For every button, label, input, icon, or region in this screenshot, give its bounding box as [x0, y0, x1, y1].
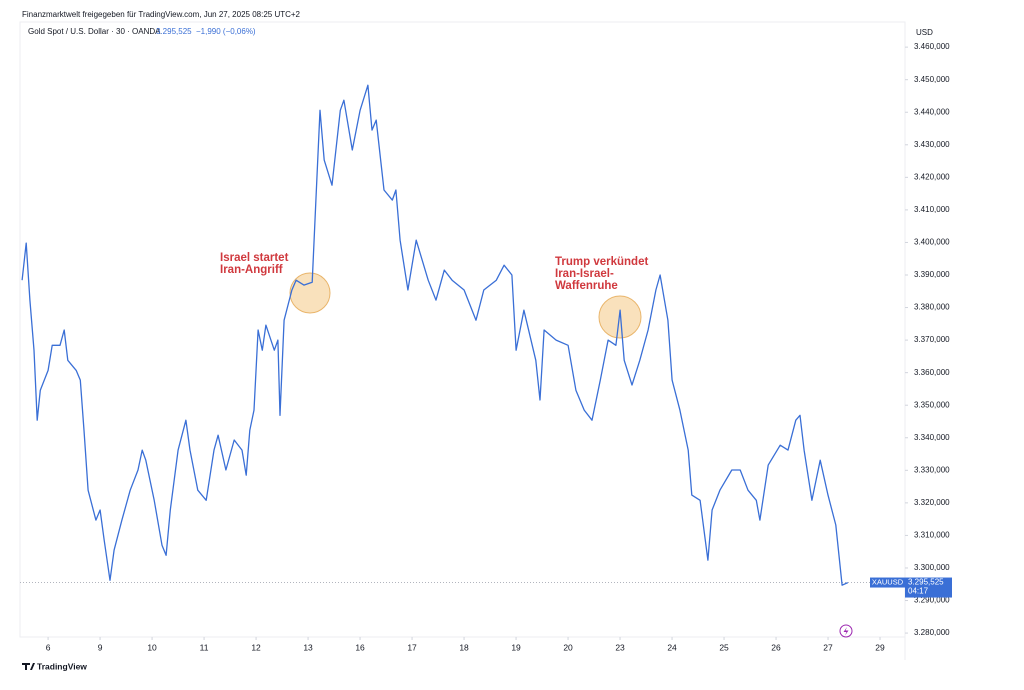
- symbol-tag: [870, 577, 905, 588]
- y-tick-label: 3.300,000: [914, 563, 950, 572]
- y-tick-label: 3.290,000: [914, 596, 950, 605]
- y-tick-label: 3.440,000: [914, 107, 950, 116]
- x-tick-label: 16: [355, 642, 365, 652]
- plot-area: [19, 21, 906, 638]
- x-tick-label: 20: [563, 642, 573, 652]
- y-tick-label: 3.330,000: [914, 465, 950, 474]
- x-tick-label: 25: [719, 642, 729, 652]
- price-tag: [905, 577, 952, 598]
- x-tick-label: 19: [511, 642, 521, 652]
- x-tick-label: 13: [303, 642, 313, 652]
- countdown: 04:17: [908, 587, 929, 596]
- change: −1,990 (−0,06%): [196, 27, 256, 36]
- y-tick-label: 3.350,000: [914, 400, 950, 409]
- y-tick-label: 3.390,000: [914, 270, 950, 279]
- logo-icon: [22, 663, 35, 670]
- y-unit: USD: [916, 28, 933, 37]
- y-tick-label: 3.460,000: [914, 42, 950, 51]
- price-line: [21, 84, 849, 586]
- highlight: [289, 272, 331, 314]
- annotation: Israel startet: [220, 252, 289, 264]
- x-tick-label: 12: [251, 642, 261, 652]
- x-tick-label: 27: [823, 642, 833, 652]
- y-tick-label: 3.410,000: [914, 205, 950, 214]
- y-tick-label: 3.380,000: [914, 303, 950, 312]
- event-bolt: [843, 627, 849, 636]
- y-tick-label: 3.370,000: [914, 335, 950, 344]
- x-tick-label: 17: [407, 642, 417, 652]
- x-tick-label: 29: [875, 642, 885, 652]
- logo: TradingView: [37, 661, 87, 671]
- x-tick-label: 23: [615, 642, 625, 652]
- x-tick-label: 24: [667, 642, 677, 652]
- y-tick-label: 3.420,000: [914, 172, 950, 181]
- y-tick-label: 3.450,000: [914, 75, 950, 84]
- y-tick-label: 3.320,000: [914, 498, 950, 507]
- y-tick-label: 3.360,000: [914, 368, 950, 377]
- y-tick-label: 3.400,000: [914, 238, 950, 247]
- annotation: Iran-Angriff: [220, 264, 283, 276]
- x-tick-label: 10: [147, 642, 157, 652]
- y-tick-label: 3.310,000: [914, 531, 950, 540]
- x-tick-label: 18: [459, 642, 469, 652]
- y-tick-label: 3.280,000: [914, 628, 950, 637]
- highlight: [598, 295, 642, 339]
- x-tick-label: 6: [46, 642, 51, 652]
- annotation: Waffenruhe: [555, 280, 618, 292]
- source: Finanzmarktwelt freigegeben für TradingV…: [22, 10, 301, 19]
- x-tick-label: 9: [98, 642, 103, 652]
- symbol-tag-label: XAUUSD: [872, 578, 904, 587]
- y-tick-label: 3.430,000: [914, 140, 950, 149]
- annotation: Iran-Israel-: [555, 268, 614, 280]
- x-tick-label: 11: [200, 642, 209, 652]
- x-tick-label: 26: [771, 642, 781, 652]
- y-tick-label: 3.340,000: [914, 433, 950, 442]
- price-tag-label: 3.295,525: [908, 578, 944, 587]
- instrument: Gold Spot / U.S. Dollar · 30 · OANDA: [28, 27, 161, 36]
- last-price: 3.295,525: [156, 27, 192, 36]
- annotation: Trump verkündet: [555, 256, 648, 268]
